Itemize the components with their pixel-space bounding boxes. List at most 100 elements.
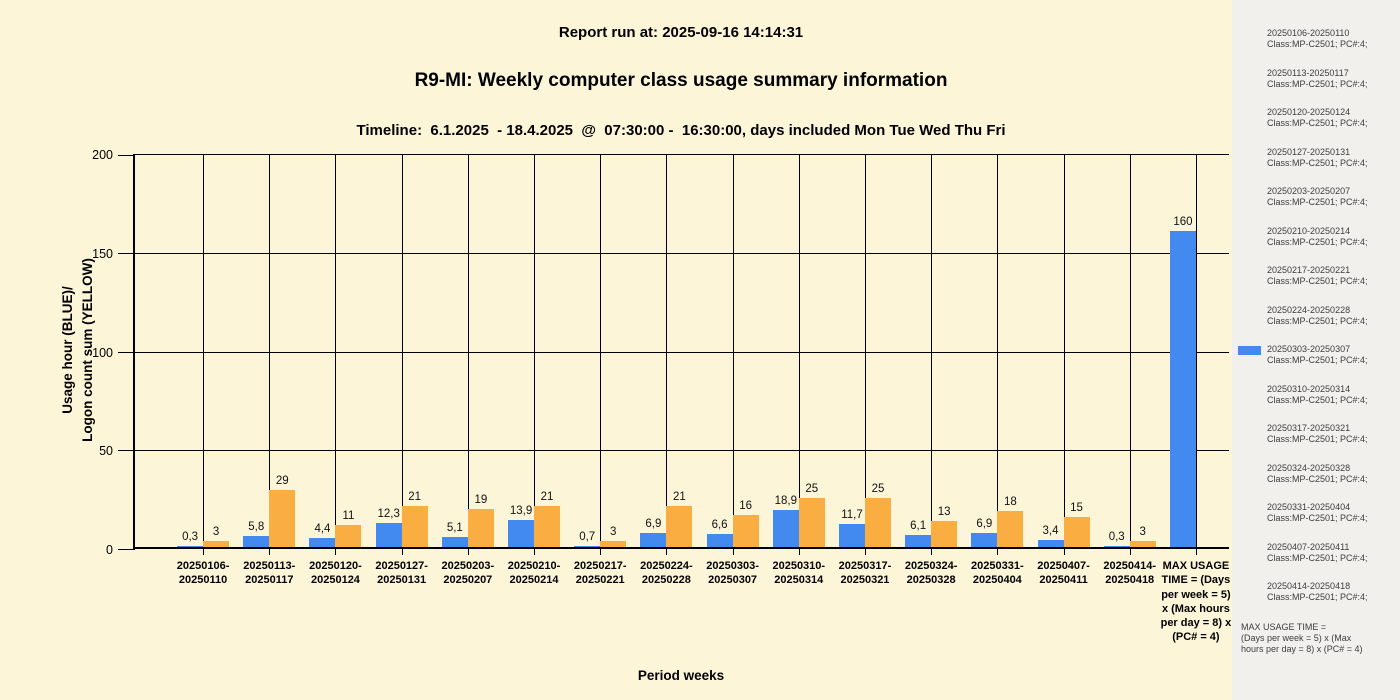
logon-count-bar	[467, 509, 494, 547]
usage-hour-value: 0,3	[1108, 531, 1125, 543]
y-axis-tick	[118, 549, 135, 550]
legend-entry-detail: Class:MP-C2501; PC#:4;	[1267, 118, 1368, 129]
legend-entry-range: 20250331-20250404	[1267, 502, 1351, 512]
usage-hour-value: 12,3	[377, 508, 400, 520]
usage-hour-bar	[177, 546, 204, 547]
legend-entry-range: 20250303-20250307	[1267, 344, 1351, 354]
usage-hour-value: 6,1	[910, 520, 927, 532]
usage-hour-value: 5,1	[446, 522, 463, 534]
legend-entry-range: 20250310-20250314	[1267, 383, 1351, 394]
category-cell: 5,1 19 20250203-20250207	[435, 155, 501, 586]
x-axis-tick	[1129, 549, 1131, 555]
category-cell: 13,9 21 20250210-20250214	[501, 155, 567, 586]
logon-count-value: 18	[1003, 496, 1017, 508]
logon-count-value: 3	[1139, 526, 1146, 538]
x-axis-tick	[798, 549, 800, 555]
x-axis-tick	[1063, 549, 1065, 555]
legend-entry: 20250414-20250418 Class:MP-C2501; PC#:4;	[1238, 581, 1394, 604]
legend-entry-detail: Class:MP-C2501; PC#:4;	[1267, 434, 1368, 445]
usage-hour-value: 6,9	[976, 518, 993, 530]
usage-hour-value: 3,4	[1042, 525, 1059, 537]
category-cell: 6,6 16 20250303-20250307	[700, 155, 766, 586]
logon-count-value: 16	[739, 500, 752, 512]
category-label: 20250217-20250221	[573, 560, 627, 587]
x-axis-tick	[335, 549, 337, 555]
logon-count-value: 21	[408, 491, 422, 503]
legend-entry-detail: Class:MP-C2501; PC#:4;	[1267, 473, 1368, 484]
legend-entry-range: 20250210-20250214	[1267, 225, 1351, 236]
max-usage-time-note: MAX USAGE TIME = (Days per week = 5) x (…	[1241, 621, 1363, 655]
legend-entry-detail: Class:MP-C2501; PC#:4;	[1267, 394, 1368, 405]
bar-chart-plot-area: 0 50 100 150 200 0,3 3 20250106-20250110 5,8 29 20…	[92, 148, 1231, 643]
legend-entry: 20250303-20250307 Class:MP-C2501; PC#:4;	[1238, 344, 1394, 367]
category-cell: 0,3 3 20250106-20250110	[170, 155, 236, 586]
category-gridline	[203, 155, 205, 547]
category-cell: 3,4 15 20250407-20250411	[1030, 155, 1096, 586]
legend-entry-range: 20250120-20250124	[1267, 107, 1351, 117]
logon-count-value: 29	[275, 475, 289, 487]
logon-count-value: 21	[673, 491, 686, 503]
category-gridline	[600, 155, 602, 547]
y-axis-tick	[118, 252, 135, 254]
usage-hour-bar	[1037, 540, 1064, 547]
logon-count-value: 11	[342, 510, 355, 522]
category-label: 20250113-20250117	[243, 560, 296, 587]
y-tick-label: 150	[92, 246, 113, 261]
usage-hour-value: 5,8	[248, 521, 265, 533]
legend-entry-detail: Class:MP-C2501; PC#:4;	[1267, 276, 1368, 287]
logon-count-bar	[798, 498, 825, 547]
usage-hour-bar	[574, 546, 601, 547]
usage-hour-value: 18,9	[774, 495, 797, 507]
y-tick-label: 200	[92, 148, 113, 162]
category-label: 20250224-20250228	[640, 560, 693, 587]
legend-entry: 20250127-20250131 Class:MP-C2501; PC#:4;	[1238, 147, 1394, 170]
legend-entry-detail: Class:MP-C2501; PC#:4;	[1267, 592, 1368, 603]
category-label: 20250120-20250124	[309, 560, 362, 587]
y-axis-tick	[118, 155, 135, 156]
y-gridline	[135, 450, 1229, 452]
category-cell: 6,1 13 20250324-20250328	[898, 155, 964, 586]
legend-entry: 20250331-20250404 Class:MP-C2501; PC#:4;	[1238, 502, 1394, 525]
usage-hour-value: 0,7	[579, 531, 596, 543]
category-gridline	[931, 155, 933, 547]
legend-entry-range: 20250317-20250321	[1267, 423, 1351, 433]
logon-count-bar	[534, 506, 561, 547]
category-gridline	[798, 155, 800, 547]
legend-entry-range: 20250203-20250207	[1267, 186, 1351, 196]
legend-entry: 20250203-20250207 Class:MP-C2501; PC#:4;	[1238, 186, 1394, 209]
logon-count-value: 21	[540, 491, 554, 503]
category-label: 20250210-20250214	[507, 560, 561, 587]
x-axis-tick	[203, 549, 205, 555]
usage-hour-bar	[706, 534, 733, 547]
category-cell: 11,7 25 20250317-20250321	[832, 155, 898, 586]
legend-entry-detail: Class:MP-C2501; PC#:4;	[1267, 236, 1368, 247]
x-axis-tick	[1195, 549, 1197, 555]
x-axis-tick	[467, 549, 469, 555]
usage-hour-bar	[375, 523, 402, 547]
category-cell: 6,9 21 20250224-20250228	[633, 155, 699, 586]
x-axis-tick	[997, 549, 999, 555]
usage-hour-bar	[905, 535, 932, 547]
category-label: MAX USAGE TIME = (Days per week = 5) x (…	[1160, 560, 1232, 644]
category-gridline	[1063, 155, 1065, 547]
category-label: 20250106-20250110	[176, 560, 230, 587]
logon-count-bar	[1063, 517, 1090, 547]
category-gridline	[864, 155, 866, 547]
legend-entry-detail: Class:MP-C2501; PC#:4;	[1267, 39, 1368, 50]
category-cell: 4,4 11 20250120-20250124	[302, 155, 368, 586]
logon-count-bar	[732, 515, 759, 547]
logon-count-bar	[666, 506, 693, 547]
x-axis-tick	[931, 549, 933, 555]
logon-count-bar	[203, 541, 230, 547]
legend-entry-detail: Class:MP-C2501; PC#:4;	[1267, 197, 1368, 208]
x-axis-tick	[534, 549, 536, 555]
category-gridline	[1195, 155, 1197, 547]
legend-swatch-usage-hour	[1238, 346, 1261, 355]
legend-entry: 20250113-20250117 Class:MP-C2501; PC#:4;	[1238, 68, 1394, 91]
category-cell: 5,8 29 20250113-20250117	[236, 155, 302, 586]
logon-count-bar	[931, 521, 958, 547]
usage-hour-bar	[508, 520, 535, 547]
legend-entry-detail: Class:MP-C2501; PC#:4;	[1267, 355, 1368, 366]
category-label: 20250127-20250131	[375, 560, 428, 587]
category-gridline	[335, 155, 337, 547]
